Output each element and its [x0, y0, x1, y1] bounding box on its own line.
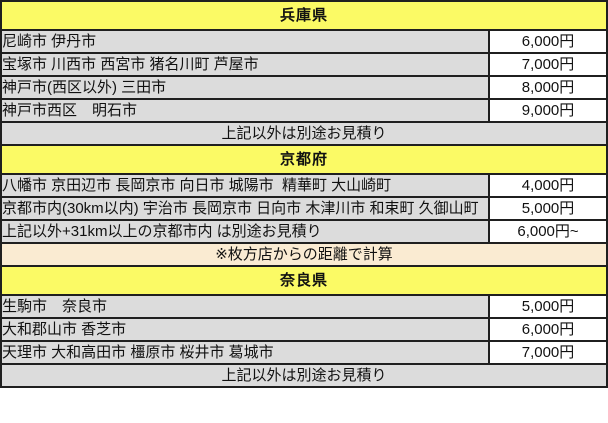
price-cell: 7,000円 — [487, 340, 608, 365]
footer-estimate-note: 上記以外は別途お見積り — [0, 121, 608, 146]
table-row: 奈良県 — [0, 265, 608, 296]
table-row: 生駒市 奈良市 5,000円 — [0, 294, 608, 319]
area-cell: 宝塚市 川西市 西宮市 猪名川町 芦屋市 — [0, 52, 490, 77]
area-cell: 八幡市 京田辺市 長岡京市 向日市 城陽市 精華町 大山崎町 — [0, 173, 490, 198]
table-row: 尼崎市 伊丹市 6,000円 — [0, 29, 608, 54]
area-cell: 神戸市(西区以外) 三田市 — [0, 75, 490, 100]
footer-estimate-note: 上記以外は別途お見積り — [0, 363, 608, 388]
prefecture-header-kyoto: 京都府 — [0, 144, 608, 175]
table-row: 神戸市(西区以外) 三田市 8,000円 — [0, 75, 608, 100]
area-cell: 京都市内(30km以内) 宇治市 長岡京市 日向市 木津川市 和束町 久御山町 — [0, 196, 490, 221]
price-cell: 5,000円 — [487, 196, 608, 221]
area-cell: 上記以外+31km以上の京都市内 は別途お見積り — [0, 219, 490, 244]
table-row: 京都府 — [0, 144, 608, 175]
table-row: 上記以外+31km以上の京都市内 は別途お見積り 6,000円~ — [0, 219, 608, 244]
table-row: 宝塚市 川西市 西宮市 猪名川町 芦屋市 7,000円 — [0, 52, 608, 77]
price-cell: 7,000円 — [487, 52, 608, 77]
distance-note: ※枚方店からの距離で計算 — [0, 242, 608, 267]
table-row: ※枚方店からの距離で計算 — [0, 242, 608, 267]
table-row: 京都市内(30km以内) 宇治市 長岡京市 日向市 木津川市 和束町 久御山町 … — [0, 196, 608, 221]
price-cell: 9,000円 — [487, 98, 608, 123]
price-cell: 6,000円~ — [487, 219, 608, 244]
prefecture-header-nara: 奈良県 — [0, 265, 608, 296]
price-cell: 6,000円 — [487, 317, 608, 342]
prefecture-header-hyogo: 兵庫県 — [0, 0, 608, 31]
area-cell: 神戸市西区 明石市 — [0, 98, 490, 123]
table-row: 天理市 大和高田市 橿原市 桜井市 葛城市 7,000円 — [0, 340, 608, 365]
area-cell: 生駒市 奈良市 — [0, 294, 490, 319]
area-cell: 尼崎市 伊丹市 — [0, 29, 490, 54]
price-cell: 4,000円 — [487, 173, 608, 198]
pricing-table: 兵庫県 尼崎市 伊丹市 6,000円 宝塚市 川西市 西宮市 猪名川町 芦屋市 … — [0, 0, 608, 388]
price-cell: 6,000円 — [487, 29, 608, 54]
table-row: 八幡市 京田辺市 長岡京市 向日市 城陽市 精華町 大山崎町 4,000円 — [0, 173, 608, 198]
table-row: 大和郡山市 香芝市 6,000円 — [0, 317, 608, 342]
area-cell: 天理市 大和高田市 橿原市 桜井市 葛城市 — [0, 340, 490, 365]
price-cell: 8,000円 — [487, 75, 608, 100]
price-cell: 5,000円 — [487, 294, 608, 319]
table-row: 神戸市西区 明石市 9,000円 — [0, 98, 608, 123]
table-row: 上記以外は別途お見積り — [0, 121, 608, 146]
table-row: 兵庫県 — [0, 0, 608, 31]
table-row: 上記以外は別途お見積り — [0, 363, 608, 388]
area-cell: 大和郡山市 香芝市 — [0, 317, 490, 342]
